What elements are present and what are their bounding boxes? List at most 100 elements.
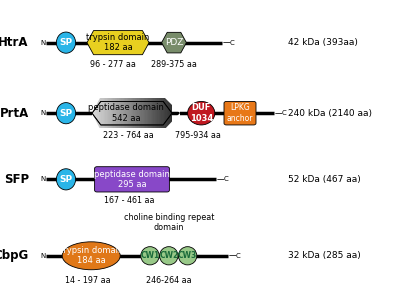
Ellipse shape bbox=[188, 101, 215, 125]
Text: LPKG
anchor: LPKG anchor bbox=[227, 103, 253, 123]
Ellipse shape bbox=[178, 247, 197, 265]
Polygon shape bbox=[143, 98, 144, 128]
Polygon shape bbox=[104, 98, 105, 128]
Text: peptidase domain
295 aa: peptidase domain 295 aa bbox=[94, 170, 170, 189]
Polygon shape bbox=[112, 98, 113, 128]
Text: N: N bbox=[40, 253, 45, 259]
Polygon shape bbox=[108, 98, 109, 128]
Ellipse shape bbox=[56, 32, 76, 53]
Polygon shape bbox=[117, 98, 119, 128]
Polygon shape bbox=[107, 98, 108, 128]
Text: 96 - 277 aa: 96 - 277 aa bbox=[90, 60, 136, 69]
Ellipse shape bbox=[62, 242, 120, 270]
Polygon shape bbox=[132, 98, 133, 128]
Polygon shape bbox=[147, 98, 148, 128]
Polygon shape bbox=[145, 98, 147, 128]
Text: C: C bbox=[223, 176, 228, 182]
Text: HtrA: HtrA bbox=[0, 36, 29, 49]
Text: CW2: CW2 bbox=[159, 251, 178, 260]
Ellipse shape bbox=[56, 169, 76, 190]
Text: 795-934 aa: 795-934 aa bbox=[175, 131, 221, 140]
Text: 42 kDa (393aa): 42 kDa (393aa) bbox=[288, 38, 358, 47]
Polygon shape bbox=[123, 98, 124, 128]
Polygon shape bbox=[163, 96, 180, 113]
Text: 240 kDa (2140 aa): 240 kDa (2140 aa) bbox=[288, 109, 372, 118]
Text: 14 - 197 aa: 14 - 197 aa bbox=[65, 276, 111, 285]
Text: CW3: CW3 bbox=[178, 251, 197, 260]
Polygon shape bbox=[125, 98, 127, 128]
Polygon shape bbox=[129, 98, 131, 128]
Ellipse shape bbox=[56, 103, 76, 124]
Text: C: C bbox=[281, 110, 286, 116]
Ellipse shape bbox=[160, 247, 178, 265]
Text: —: — bbox=[216, 175, 224, 184]
Text: —: — bbox=[274, 109, 282, 118]
Polygon shape bbox=[167, 98, 168, 128]
Text: —: — bbox=[47, 38, 55, 47]
Polygon shape bbox=[124, 98, 125, 128]
Text: 52 kDa (467 aa): 52 kDa (467 aa) bbox=[288, 175, 361, 184]
Text: DUF
1034: DUF 1034 bbox=[190, 103, 213, 123]
Polygon shape bbox=[93, 98, 95, 128]
Text: N: N bbox=[40, 40, 45, 46]
Text: CbpG: CbpG bbox=[0, 249, 29, 262]
Polygon shape bbox=[137, 98, 139, 128]
Polygon shape bbox=[99, 98, 100, 128]
Text: trypsin domain
184 aa: trypsin domain 184 aa bbox=[60, 246, 123, 265]
Polygon shape bbox=[171, 98, 172, 128]
Polygon shape bbox=[152, 98, 153, 128]
Polygon shape bbox=[97, 98, 99, 128]
Polygon shape bbox=[161, 98, 163, 128]
FancyBboxPatch shape bbox=[224, 101, 256, 125]
Polygon shape bbox=[144, 98, 145, 128]
Text: —: — bbox=[47, 175, 55, 184]
Polygon shape bbox=[139, 98, 140, 128]
Polygon shape bbox=[141, 98, 143, 128]
Polygon shape bbox=[92, 96, 101, 113]
Polygon shape bbox=[165, 98, 167, 128]
Text: PrtA: PrtA bbox=[0, 107, 29, 120]
Polygon shape bbox=[115, 98, 116, 128]
Text: C: C bbox=[229, 40, 234, 46]
Text: N: N bbox=[40, 110, 45, 116]
Ellipse shape bbox=[141, 247, 159, 265]
Polygon shape bbox=[121, 98, 123, 128]
Polygon shape bbox=[128, 98, 129, 128]
Polygon shape bbox=[163, 98, 164, 128]
Text: —: — bbox=[222, 38, 230, 47]
Polygon shape bbox=[168, 98, 169, 128]
Text: 289-375 aa: 289-375 aa bbox=[151, 60, 197, 69]
Polygon shape bbox=[164, 98, 165, 128]
Polygon shape bbox=[100, 98, 101, 128]
Polygon shape bbox=[151, 98, 152, 128]
Text: peptidase domain
542 aa: peptidase domain 542 aa bbox=[88, 103, 164, 123]
Polygon shape bbox=[95, 98, 96, 128]
Polygon shape bbox=[92, 113, 101, 131]
Text: choline binding repeat
domain: choline binding repeat domain bbox=[124, 213, 214, 232]
Polygon shape bbox=[119, 98, 120, 128]
Text: 32 kDa (285 aa): 32 kDa (285 aa) bbox=[288, 251, 361, 260]
Polygon shape bbox=[157, 98, 159, 128]
Polygon shape bbox=[148, 98, 149, 128]
FancyBboxPatch shape bbox=[95, 167, 170, 192]
Text: PDZ: PDZ bbox=[165, 38, 183, 47]
Polygon shape bbox=[159, 98, 160, 128]
Polygon shape bbox=[153, 98, 155, 128]
Text: N: N bbox=[40, 176, 45, 182]
Text: 223 - 764 aa: 223 - 764 aa bbox=[104, 131, 154, 140]
Text: SP: SP bbox=[60, 38, 72, 47]
Polygon shape bbox=[92, 98, 93, 128]
Text: —: — bbox=[47, 109, 55, 118]
Polygon shape bbox=[127, 98, 128, 128]
Polygon shape bbox=[162, 32, 186, 53]
Text: 246-264 aa: 246-264 aa bbox=[146, 276, 192, 285]
Polygon shape bbox=[160, 98, 161, 128]
Text: —: — bbox=[228, 251, 236, 260]
Polygon shape bbox=[131, 98, 132, 128]
Text: trypsin domain
182 aa: trypsin domain 182 aa bbox=[86, 33, 150, 52]
Polygon shape bbox=[120, 98, 121, 128]
Text: SP: SP bbox=[60, 109, 72, 118]
Text: C: C bbox=[235, 253, 240, 259]
Polygon shape bbox=[163, 113, 180, 131]
Text: SP: SP bbox=[60, 175, 72, 184]
